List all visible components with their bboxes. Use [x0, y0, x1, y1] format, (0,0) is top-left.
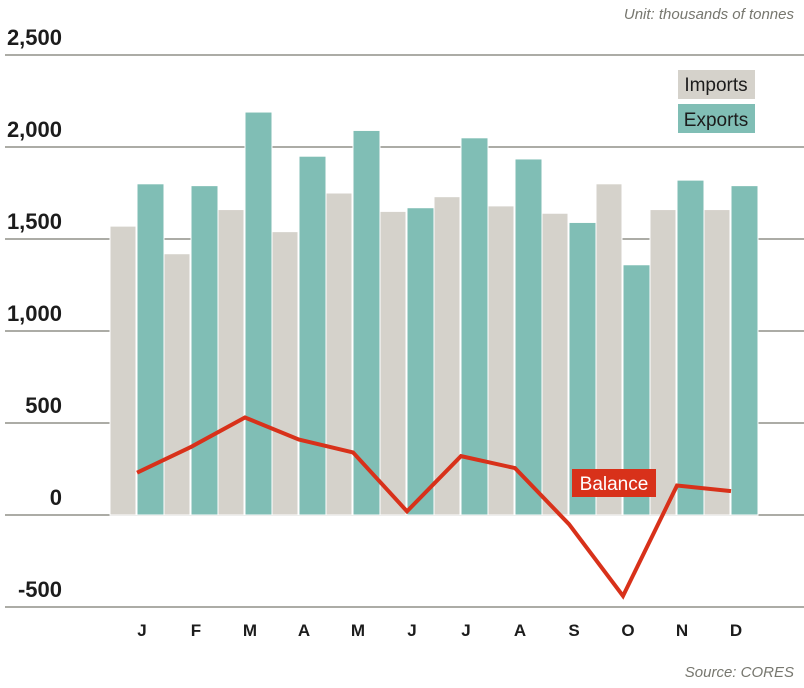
imports-bar — [541, 212, 569, 516]
exports-bar — [244, 111, 273, 516]
imports-bar — [109, 225, 137, 516]
exports-bar — [460, 137, 489, 516]
exports-bar — [406, 207, 435, 516]
imports-bar — [163, 253, 191, 516]
exports-bar — [730, 185, 759, 516]
x-tick-label: S — [568, 621, 579, 640]
imports-bar — [595, 183, 623, 516]
legend-imports-label: Imports — [684, 75, 747, 96]
x-tick-label: J — [461, 621, 470, 640]
x-tick-label: F — [191, 621, 201, 640]
exports-bar — [568, 221, 597, 516]
x-tick-label: D — [730, 621, 742, 640]
y-tick-label: 1,500 — [7, 209, 62, 234]
legend-exports-swatch — [678, 104, 755, 133]
unit-note: Unit: thousands of tonnes — [623, 6, 794, 23]
legend-imports-swatch — [678, 70, 755, 99]
exports-bar — [676, 179, 705, 516]
balance-label-box — [572, 469, 656, 497]
imports-bar — [271, 231, 299, 516]
source-note: Source: CORES — [684, 664, 794, 681]
legend-exports-label: Exports — [684, 110, 748, 131]
y-tick-label: 0 — [50, 485, 62, 510]
imports-bar — [217, 209, 245, 516]
exports-bar — [190, 185, 219, 516]
y-tick-label: 2,000 — [7, 117, 62, 142]
x-tick-label: A — [298, 621, 310, 640]
x-tick-label: N — [676, 621, 688, 640]
x-tick-label: M — [351, 621, 365, 640]
exports-bar — [298, 155, 327, 516]
x-tick-label: J — [137, 621, 146, 640]
x-tick-label: J — [407, 621, 416, 640]
y-tick-label: -500 — [18, 577, 62, 602]
y-tick-label: 1,000 — [7, 301, 62, 326]
balance-line — [136, 415, 732, 600]
x-tick-label: A — [514, 621, 526, 640]
y-tick-label: 500 — [25, 393, 62, 418]
imports-bar — [433, 196, 461, 516]
balance-label: Balance — [580, 474, 649, 495]
y-tick-label: 2,500 — [7, 25, 62, 50]
imports-bar — [379, 210, 407, 516]
imports-bar — [703, 209, 731, 516]
imports-bar — [325, 192, 353, 516]
exports-bar — [514, 158, 543, 516]
x-tick-label: O — [621, 621, 634, 640]
x-tick-label: M — [243, 621, 257, 640]
